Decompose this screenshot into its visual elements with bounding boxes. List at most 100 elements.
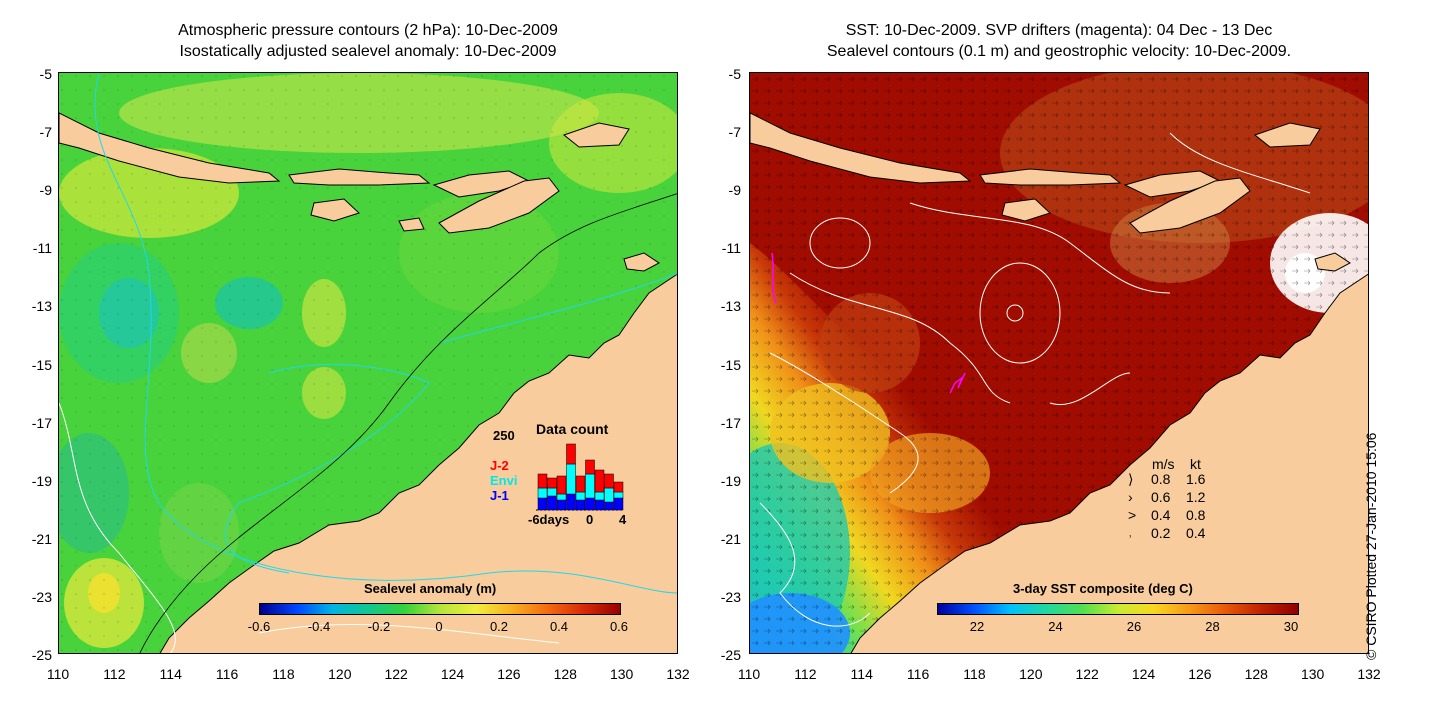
data-count-bar [613, 497, 624, 511]
data-count-bar [575, 475, 586, 493]
data-count-title: Data count [536, 421, 609, 437]
sst-map-graphic [750, 73, 1368, 653]
colorbar-tick-label: -0.6 [247, 619, 271, 634]
y-tick-label: -21 [31, 530, 52, 547]
y-tick-label: -17 [720, 414, 741, 431]
data-count-bar [537, 487, 548, 499]
data-count-bar [594, 499, 605, 511]
y-tick-label: -15 [31, 356, 52, 373]
right-title: SST: 10-Dec-2009. SVP drifters (magenta)… [749, 20, 1369, 62]
colorbar-tick-label: 0.6 [609, 619, 629, 634]
colorbar-tick-label: -0.4 [307, 619, 331, 634]
velocity-arrow-icon: › [1128, 489, 1133, 505]
velocity-kt-value: 0.8 [1186, 507, 1206, 523]
colorbar-tick-label: 30 [1283, 619, 1299, 634]
sst-colorbar-gradient [937, 603, 1299, 615]
colorbar-tick-label: 22 [969, 619, 985, 634]
left-title-line1: Atmospheric pressure contours (2 hPa): 1… [178, 22, 558, 39]
legend-envi: Envi [490, 473, 518, 488]
x-tick-label: 130 [609, 666, 634, 682]
y-tick-label: -11 [32, 240, 52, 257]
data-count-bar [556, 499, 567, 511]
data-count-bar [566, 493, 576, 511]
y-tick-label: -7 [39, 124, 52, 141]
sealevel-anomaly-map [58, 72, 678, 654]
data-count-bar [575, 491, 586, 501]
velocity-arrow-icon: ⟩ [1128, 471, 1134, 487]
colorbar-tick-label: 0.4 [549, 619, 569, 634]
x-tick-label: 120 [1019, 666, 1043, 682]
right-title-line1: SST: 10-Dec-2009. SVP drifters (magenta)… [845, 22, 1273, 39]
y-tick-label: -9 [728, 182, 741, 199]
data-count-bar [585, 459, 595, 475]
y-tick-label: -19 [720, 472, 741, 489]
x-tick-label: 132 [666, 666, 690, 682]
data-count-bar [547, 495, 557, 511]
sst-map [749, 72, 1369, 654]
velocity-arrow-icon: ˃ [1128, 507, 1137, 523]
y-tick-label: -7 [728, 124, 741, 141]
data-count-bar [585, 497, 595, 511]
x-tick-label: 116 [215, 666, 239, 682]
data-count-bar [547, 487, 557, 497]
data-count-bar [585, 473, 595, 499]
x-tick-label: 110 [46, 666, 70, 682]
data-count-bar [594, 469, 605, 493]
y-tick-label: -15 [720, 356, 741, 373]
x-tick-label: 132 [1357, 666, 1381, 682]
data-count-bar [547, 477, 557, 489]
x-tick-label: 126 [497, 666, 521, 682]
data-count-bar [566, 443, 576, 465]
x-tick-label: 122 [1075, 666, 1099, 682]
x-tick-label: 114 [159, 666, 182, 682]
data-count-bar [537, 497, 548, 511]
data-count-bar [594, 491, 605, 501]
sealevel-colorbar-label: Sealevel anomaly (m) [364, 581, 497, 596]
sst-colorbar-label: 3-day SST composite (deg C) [1013, 581, 1193, 596]
y-tick-label: -5 [728, 66, 741, 82]
y-tick-label: -13 [720, 298, 741, 315]
y-tick-label: -21 [720, 530, 741, 547]
x-tick-label: 124 [440, 666, 465, 682]
colorbar-tick-label: 0 [435, 619, 443, 634]
velocity-kt-value: 1.2 [1186, 489, 1206, 505]
y-tick-label: -13 [31, 298, 52, 315]
credit-text: © CSIRO Plotted 27-Jan-2010 15:06 [1363, 432, 1379, 660]
data-count-xend: 4 [619, 512, 627, 527]
y-tick-label: -9 [39, 182, 52, 199]
x-tick-label: 118 [963, 666, 986, 682]
sealevel-anomaly-map-graphic [59, 73, 677, 653]
data-count-bar [604, 501, 614, 511]
y-tick-label: -25 [720, 647, 741, 663]
data-count-ymax: 250 [493, 428, 515, 443]
data-count-bar [604, 473, 614, 489]
left-title: Atmospheric pressure contours (2 hPa): 1… [58, 20, 678, 62]
data-count-bar [556, 475, 567, 495]
velocity-header-ms: m/s [1152, 456, 1175, 472]
data-count-bar [575, 499, 586, 511]
data-count-bar [537, 473, 548, 489]
colorbar-tick-label: 0.2 [489, 619, 509, 634]
x-tick-label: 128 [1244, 666, 1268, 682]
colorbar-tick-label: 28 [1205, 619, 1220, 634]
x-tick-label: 118 [272, 666, 295, 682]
y-tick-label: -23 [720, 588, 741, 605]
data-count-xstart: -6days [528, 512, 570, 527]
y-tick-label: -25 [31, 647, 52, 663]
data-count-bar [566, 463, 576, 495]
data-count-bar [613, 491, 624, 499]
data-count-xmid: 0 [586, 512, 594, 527]
x-tick-label: 126 [1188, 666, 1212, 682]
velocity-ms-value: 0.2 [1151, 525, 1171, 541]
colorbar-tick-label: 24 [1048, 619, 1063, 634]
y-tick-label: -19 [31, 472, 52, 489]
x-tick-label: 128 [553, 666, 577, 682]
velocity-kt-value: 0.4 [1186, 525, 1206, 541]
y-tick-label: -5 [39, 66, 52, 82]
velocity-arrow-icon: ˒ [1128, 525, 1133, 541]
legend-j1: J-1 [490, 488, 509, 503]
left-title-line2: Isostatically adjusted sealevel anomaly:… [179, 43, 557, 60]
x-tick-label: 112 [103, 666, 126, 682]
velocity-kt-value: 1.6 [1186, 471, 1206, 487]
x-tick-label: 116 [906, 666, 930, 682]
